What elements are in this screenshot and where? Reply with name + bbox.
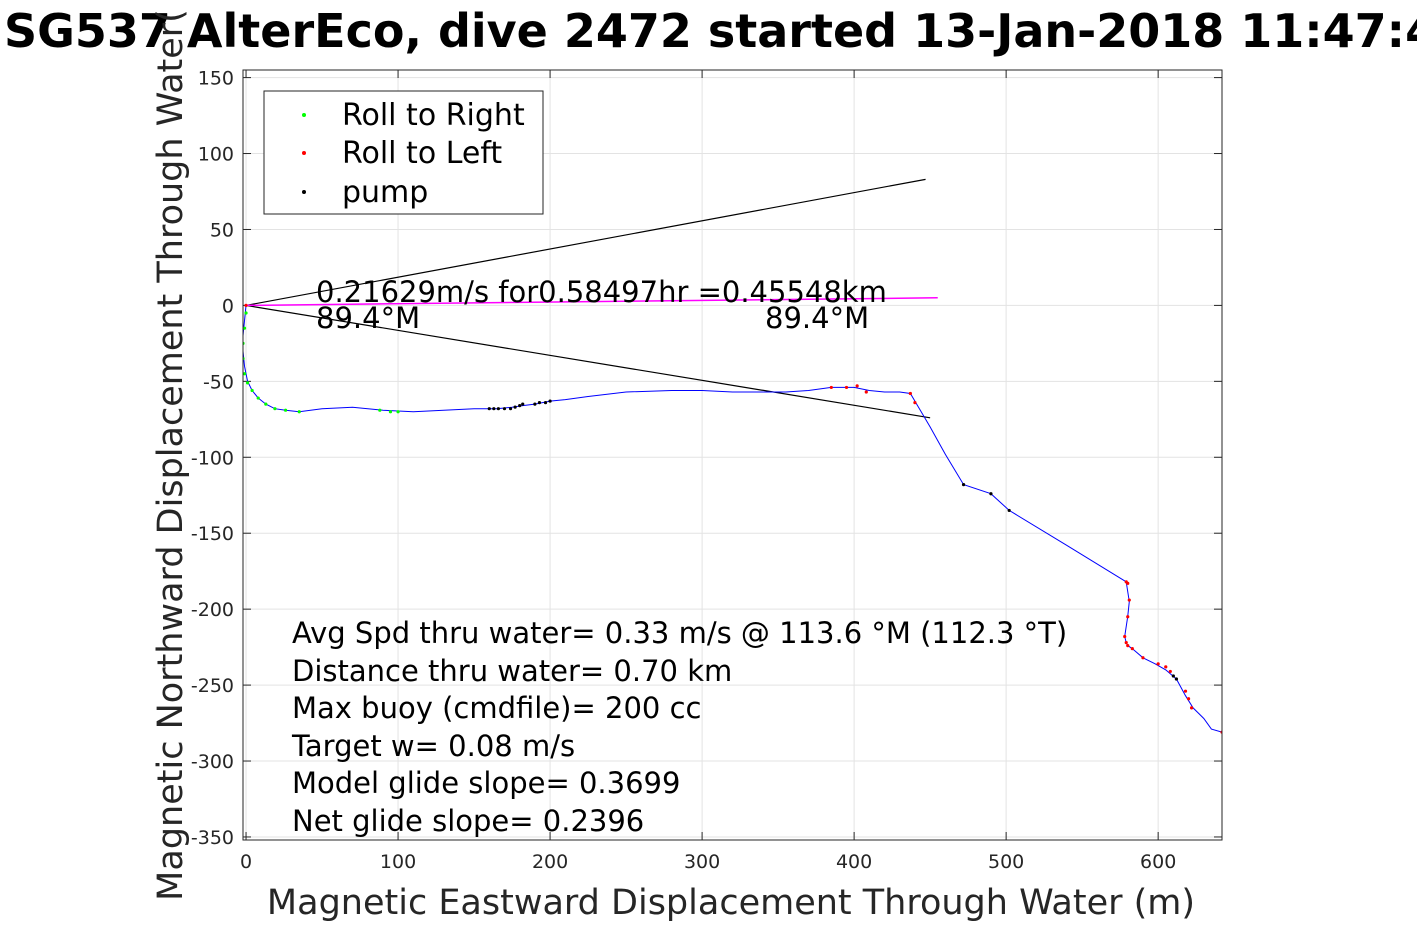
roll-left-point xyxy=(1164,665,1168,669)
roll-left-point xyxy=(864,390,868,394)
roll-left-point xyxy=(908,391,912,396)
roll-left-point xyxy=(1130,647,1134,651)
roll-right-point xyxy=(396,410,400,414)
roll-right-point xyxy=(244,311,248,315)
roll-right-point xyxy=(273,407,277,411)
axes-frame xyxy=(242,69,1223,841)
legend-label-roll-right: Roll to Right xyxy=(342,98,525,133)
roll-left-point xyxy=(1141,656,1145,660)
y-axis-label: Magnetic Northward Displacement Through … xyxy=(151,9,191,901)
stat-avg-speed: Avg Spd thru water= 0.33 m/s @ 113.6 °M … xyxy=(292,616,1067,650)
pump-point xyxy=(492,407,496,411)
roll-right-point xyxy=(388,410,393,414)
y-tick-label: -350 xyxy=(191,827,234,849)
stat-max-buoy: Max buoy (cmdfile)= 200 cc xyxy=(292,691,701,725)
plot-content xyxy=(243,178,1222,734)
legend-marker-pump xyxy=(302,190,306,194)
x-tick-label: 400 xyxy=(836,851,872,873)
roll-right-point xyxy=(264,402,268,406)
x-tick-label: 200 xyxy=(532,851,568,873)
current-cone-line-0 xyxy=(245,178,926,306)
y-tick-label: -200 xyxy=(191,599,234,621)
roll-left-point xyxy=(1123,634,1127,639)
roll-left-point xyxy=(1156,662,1160,666)
y-tick-label: -100 xyxy=(191,447,234,469)
x-axis-label: Magnetic Eastward Displacement Through W… xyxy=(267,883,1195,923)
roll-right-point xyxy=(243,372,247,376)
legend-label-pump: pump xyxy=(342,175,428,210)
roll-left-point xyxy=(1126,615,1130,619)
y-tick-label: -50 xyxy=(203,371,234,393)
pump-point xyxy=(1174,677,1178,681)
y-tick-label: -250 xyxy=(191,675,234,697)
y-tick-label: 0 xyxy=(222,295,234,317)
roll-right-point xyxy=(250,388,254,393)
pump-point xyxy=(496,407,500,411)
pump-point xyxy=(1171,674,1175,678)
legend-marker-roll-left xyxy=(302,151,306,155)
x-tick-label: 100 xyxy=(380,851,416,873)
current-speed-text: 0.21629m/s for0.58497hr =0.45548km xyxy=(316,275,887,309)
roll-left-point xyxy=(1168,669,1172,674)
roll-left-point xyxy=(1183,689,1188,693)
pump-point xyxy=(533,402,537,406)
data-layer xyxy=(243,178,1222,734)
roll-left-point xyxy=(1127,598,1131,602)
roll-left-point xyxy=(1189,706,1194,710)
legend-box xyxy=(263,90,544,215)
roll-left-point xyxy=(855,384,859,388)
pump-point xyxy=(518,404,522,408)
x-tick-label: 600 xyxy=(1140,851,1176,873)
current-cone-line-1 xyxy=(245,304,931,419)
roll-left-point xyxy=(244,303,248,308)
current-heading-right: 89.4°M xyxy=(765,301,869,335)
stat-net-glide: Net glide slope= 0.2396 xyxy=(292,804,644,838)
roll-right-point xyxy=(378,408,382,412)
roll-right-point xyxy=(256,396,260,400)
roll-left-point xyxy=(1124,640,1128,645)
roll-left-point xyxy=(1126,581,1130,585)
chart-title: SG537 AlterEco, dive 2472 started 13-Jan… xyxy=(4,4,1417,58)
y-tick-label: 100 xyxy=(198,144,234,166)
roll-left-point xyxy=(829,385,833,390)
roll-right-point xyxy=(245,381,250,385)
legend-label-roll-left: Roll to Left xyxy=(342,136,502,171)
y-tick-label: 50 xyxy=(210,219,234,241)
axis-ticks: 0 100 200 300 400 500 600150100500-50-100-150-… xyxy=(191,68,1222,873)
roll-right-point xyxy=(283,408,288,412)
pump-point xyxy=(508,407,513,411)
roll-right-point xyxy=(297,410,301,414)
x-tick-label: 500 xyxy=(988,851,1024,873)
stat-target-w: Target w= 0.08 m/s xyxy=(291,729,575,763)
pump-point xyxy=(1007,508,1011,513)
pump-point xyxy=(487,407,491,411)
roll-left-point xyxy=(1186,697,1191,701)
roll-left-point xyxy=(1126,644,1130,648)
pump-point xyxy=(961,483,966,487)
pump-point xyxy=(537,401,542,405)
y-tick-label: 150 xyxy=(198,68,234,90)
pump-point xyxy=(521,402,525,406)
pump-point xyxy=(543,401,548,405)
current-center-line xyxy=(246,297,938,307)
stat-distance: Distance thru water= 0.70 km xyxy=(292,654,732,688)
x-tick-label: 300 xyxy=(684,851,720,873)
pump-point xyxy=(502,407,507,411)
y-tick-label: -300 xyxy=(191,751,234,773)
legend-marker-roll-right xyxy=(302,113,306,117)
legend: Roll to Right Roll to Left pump xyxy=(263,90,544,215)
pump-point xyxy=(989,492,993,496)
stat-model-glide: Model glide slope= 0.3699 xyxy=(292,766,680,800)
y-tick-label: -150 xyxy=(191,523,234,545)
roll-left-point xyxy=(844,385,849,390)
pump-point xyxy=(548,399,552,403)
stats-block: Avg Spd thru water= 0.33 m/s @ 113.6 °M … xyxy=(291,616,1067,838)
x-tick-label: 0 xyxy=(240,851,252,873)
roll-left-point xyxy=(913,401,917,405)
pump-point xyxy=(513,405,517,409)
current-heading-left: 89.4°M xyxy=(316,301,420,335)
roll-right-point xyxy=(243,326,247,330)
